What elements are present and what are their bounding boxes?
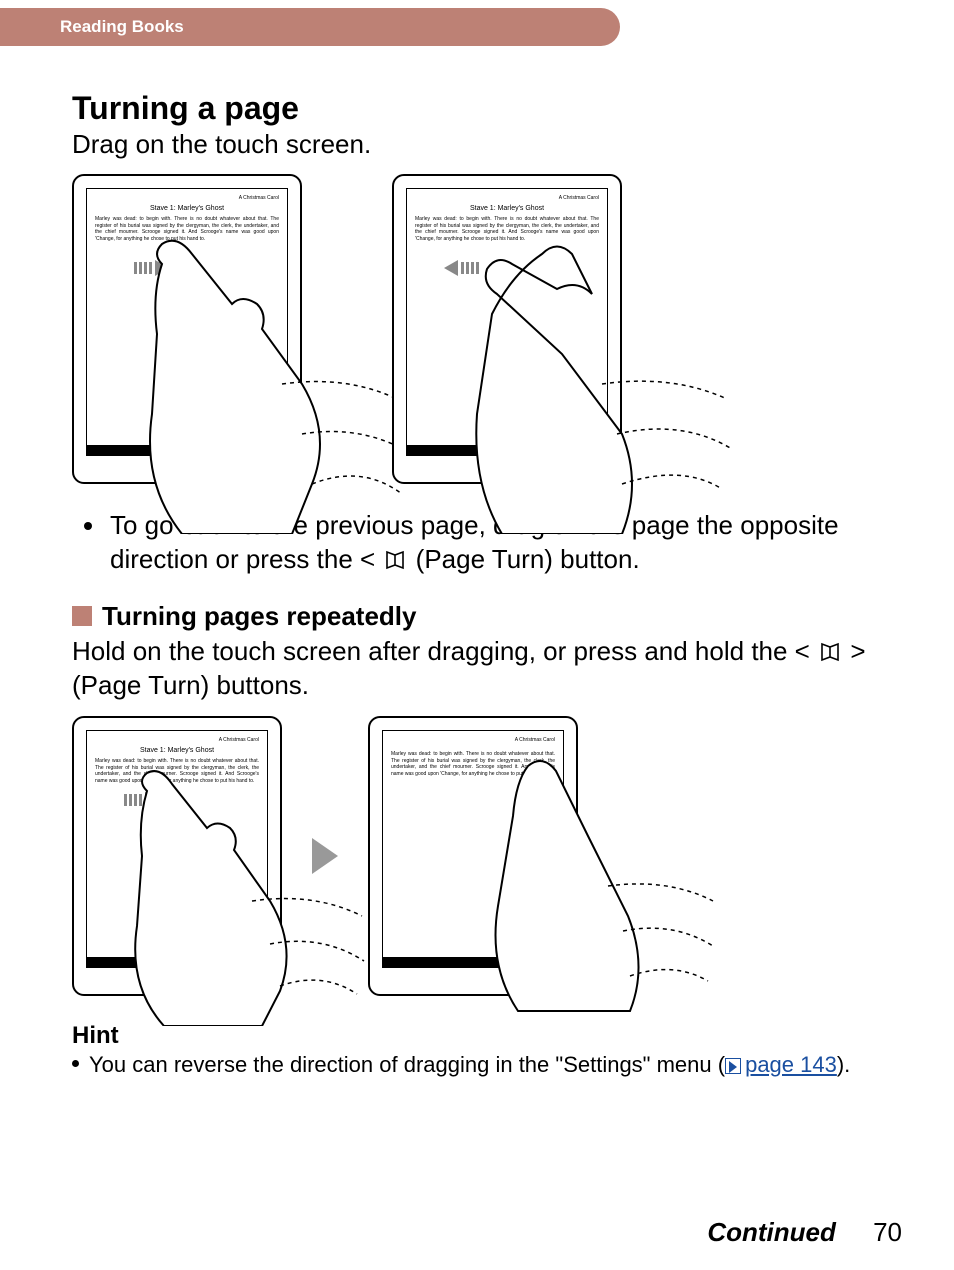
body-paragraph: Marley was dead: to begin with. There is… xyxy=(415,216,599,242)
ereader-screen: A Christmas Carol Stave 1: Marley's Ghos… xyxy=(406,188,608,456)
swipe-arrow-right-icon xyxy=(124,792,194,808)
hint-heading: Hint xyxy=(72,1022,904,1050)
page-counter: 6 of 172 xyxy=(539,959,557,965)
bullet-dot-icon xyxy=(84,522,92,530)
ereader-screen: A Christmas Carol Marley was dead: to be… xyxy=(382,730,564,968)
subsection-heading: Turning pages repeatedly xyxy=(72,601,904,632)
hint-text: You can reverse the direction of draggin… xyxy=(89,1050,850,1080)
text-fragment: You can reverse the direction of draggin… xyxy=(89,1052,725,1077)
text-fragment: Hold on the touch screen after dragging,… xyxy=(72,636,817,666)
page-number: 70 xyxy=(873,1217,902,1247)
illustration-row-1: A Christmas Carol Stave 1: Marley's Ghos… xyxy=(72,174,904,484)
illustration-swipe-back: A Christmas Carol Stave 1: Marley's Ghos… xyxy=(392,174,622,484)
chapter-title: Stave 1: Marley's Ghost xyxy=(95,747,259,754)
body-paragraph: Marley was dead: to begin with. There is… xyxy=(95,216,279,242)
chapter-title: Stave 1: Marley's Ghost xyxy=(95,205,279,212)
illustration-swipe-forward: A Christmas Carol Stave 1: Marley's Ghos… xyxy=(72,174,302,484)
swipe-arrow-right-icon xyxy=(134,260,204,276)
text-fragment: ). xyxy=(837,1052,850,1077)
screen-statusbar xyxy=(87,957,267,967)
section-header: Reading Books xyxy=(0,8,620,46)
swipe-arrow-left-icon xyxy=(444,260,514,276)
ereader-device: A Christmas Carol Stave 1: Marley's Ghos… xyxy=(72,716,282,996)
book-title: A Christmas Carol xyxy=(95,737,259,743)
ereader-device: A Christmas Carol Stave 1: Marley's Ghos… xyxy=(392,174,622,484)
body-paragraph: Marley was dead: to begin with. There is… xyxy=(391,751,555,777)
illustration-row-2: A Christmas Carol Stave 1: Marley's Ghos… xyxy=(72,716,904,996)
bullet-dot-icon xyxy=(72,1060,79,1067)
continued-label: Continued xyxy=(707,1217,836,1247)
section-header-label: Reading Books xyxy=(60,17,184,37)
ereader-screen: A Christmas Carol Stave 1: Marley's Ghos… xyxy=(86,730,268,968)
chapter-title: Stave 1: Marley's Ghost xyxy=(415,205,599,212)
body-paragraph: Marley was dead: to begin with. There is… xyxy=(95,758,259,784)
page-turn-icon xyxy=(819,640,841,662)
illustration-hold-after: A Christmas Carol Marley was dead: to be… xyxy=(368,716,578,996)
list-item: To go back to the previous page, drag on… xyxy=(72,508,904,577)
screen-statusbar xyxy=(87,445,287,455)
page-turn-icon xyxy=(384,548,406,570)
page-title: Turning a page xyxy=(72,90,904,127)
book-title: A Christmas Carol xyxy=(391,737,555,743)
transition-arrow-icon xyxy=(312,838,338,874)
text-fragment: (Page Turn) button. xyxy=(416,544,640,574)
page-link[interactable]: page 143 xyxy=(745,1052,837,1077)
book-title: A Christmas Carol xyxy=(95,195,279,201)
bullet-list: To go back to the previous page, drag on… xyxy=(72,508,904,577)
list-item-text: To go back to the previous page, drag on… xyxy=(110,508,904,577)
subsection-body: Hold on the touch screen after dragging,… xyxy=(72,634,904,703)
page-subtitle: Drag on the touch screen. xyxy=(72,129,904,160)
hint-body: You can reverse the direction of draggin… xyxy=(72,1050,904,1080)
illustration-hold-before: A Christmas Carol Stave 1: Marley's Ghos… xyxy=(72,716,282,996)
subsection-title: Turning pages repeatedly xyxy=(102,601,416,632)
square-bullet-icon xyxy=(72,606,92,626)
page-content: Turning a page Drag on the touch screen.… xyxy=(72,90,904,1080)
link-arrow-icon xyxy=(725,1058,741,1074)
ereader-device: A Christmas Carol Stave 1: Marley's Ghos… xyxy=(72,174,302,484)
ereader-screen: A Christmas Carol Stave 1: Marley's Ghos… xyxy=(86,188,288,456)
page-footer: Continued 70 xyxy=(707,1217,902,1248)
book-title: A Christmas Carol xyxy=(415,195,599,201)
screen-statusbar: 6 of 172 xyxy=(383,957,563,967)
ereader-device: A Christmas Carol Marley was dead: to be… xyxy=(368,716,578,996)
screen-statusbar xyxy=(407,445,607,455)
